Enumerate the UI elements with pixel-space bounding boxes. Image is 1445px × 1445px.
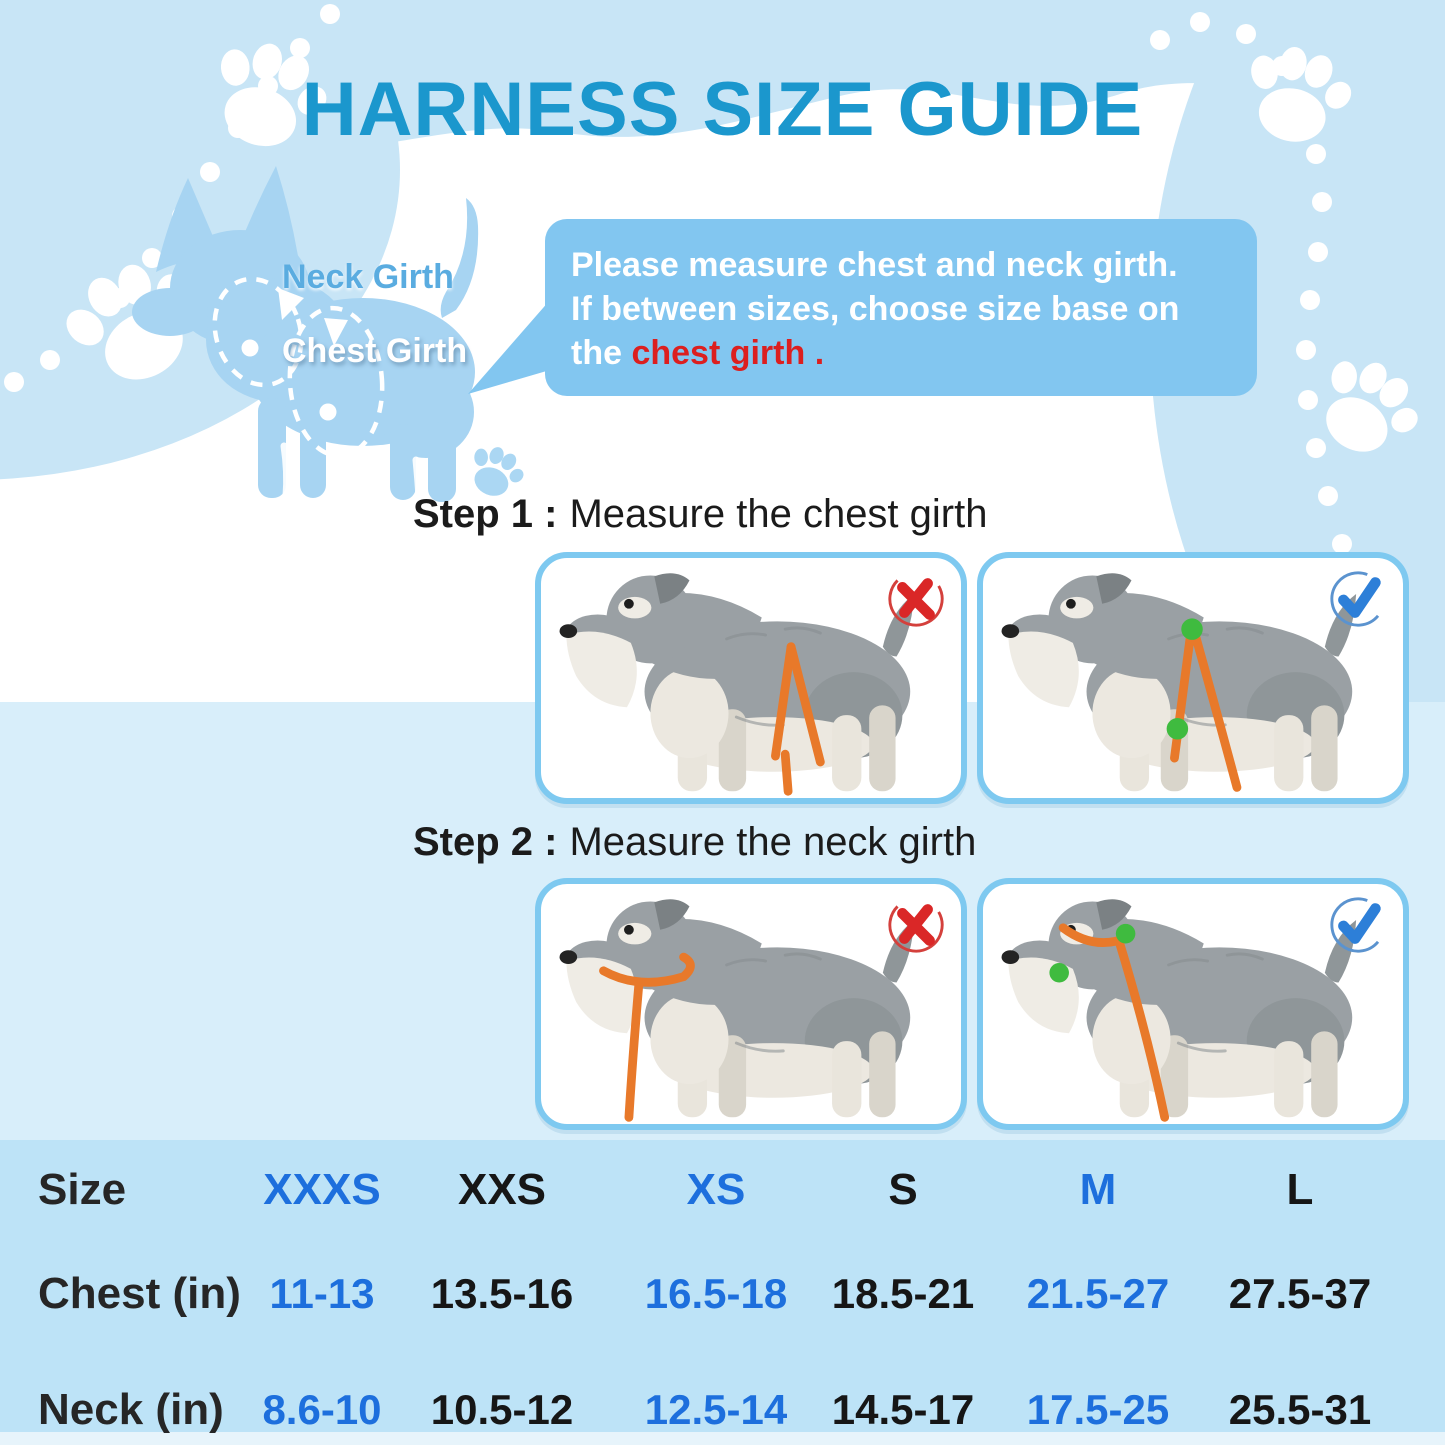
red-x-icon <box>885 568 947 630</box>
neck-value-cell: 12.5-14 <box>644 1386 788 1433</box>
measuring-tape <box>771 642 825 796</box>
size-table-background <box>0 1140 1445 1432</box>
neck-value-cell: 17.5-25 <box>1026 1386 1170 1433</box>
chest-value-cell: 11-13 <box>269 1270 375 1317</box>
size-col-header: XXXS <box>263 1165 381 1214</box>
blue-check-icon <box>1327 894 1389 956</box>
step-2-label-bold: Step 2 : <box>413 820 558 864</box>
chest-value-cell: 27.5-37 <box>1228 1270 1372 1317</box>
step-2-correct-photo-panel <box>977 878 1409 1130</box>
measure-point-dots <box>1166 618 1203 740</box>
speech-bubble: Please measure chest and neck girth. If … <box>545 219 1257 396</box>
step-1-heading: Step 1 : Measure the chest girth <box>413 492 987 537</box>
speech-bubble-tail <box>468 300 550 394</box>
chest-girth-label: Chest Girth <box>282 332 468 370</box>
step-1-label-text: Measure the chest girth <box>569 492 988 536</box>
size-col-header: L <box>1286 1165 1314 1214</box>
bubble-line-3: the chest girth . <box>571 331 1231 375</box>
chest-row-label: Chest (in) <box>38 1269 241 1318</box>
bubble-line-3-prefix: the <box>571 334 632 372</box>
neck-value-cell: 10.5-12 <box>430 1386 574 1433</box>
chest-value-cell: 13.5-16 <box>430 1270 574 1317</box>
neck-value-cell: 14.5-17 <box>831 1386 975 1433</box>
size-col-header: XS <box>686 1165 746 1214</box>
measuring-tape <box>599 952 695 1122</box>
dog-photo-neck-wrong <box>541 884 961 1122</box>
size-col-header: XXS <box>457 1165 547 1214</box>
neck-value-cell: 25.5-31 <box>1228 1386 1372 1433</box>
size-table-corner-label: Size <box>38 1165 127 1214</box>
step-1-correct-photo-panel <box>977 552 1409 804</box>
bottom-strip <box>0 1432 1445 1445</box>
dog-silhouette-illustration <box>132 166 479 502</box>
red-x-icon <box>885 894 947 956</box>
neck-girth-label: Neck Girth <box>282 258 454 296</box>
measure-point-dots <box>1049 923 1136 983</box>
bubble-line-1: Please measure chest and neck girth. <box>571 246 1178 284</box>
step-1-label-bold: Step 1 : <box>413 492 558 536</box>
dog-photo-chest-correct <box>983 558 1403 798</box>
chest-value-cell: 21.5-27 <box>1026 1270 1170 1317</box>
size-col-header: M <box>1079 1165 1117 1214</box>
page-title: HARNESS SIZE GUIDE <box>301 67 1144 152</box>
neck-value-cell: 8.6-10 <box>262 1386 382 1433</box>
step-2-wrong-photo-panel <box>535 878 967 1130</box>
measuring-girth-dashed-ellipses <box>212 276 385 459</box>
step-2-label-text: Measure the neck girth <box>569 820 977 864</box>
step-2-heading: Step 2 : Measure the neck girth <box>413 820 976 865</box>
bubble-line-2: If between sizes, choose size base on <box>571 290 1180 328</box>
dog-photo-chest-wrong <box>541 558 961 796</box>
chest-value-cell: 18.5-21 <box>831 1270 975 1317</box>
size-col-header: S <box>888 1165 918 1214</box>
chest-girth-highlight: chest girth . <box>631 334 825 372</box>
chest-value-cell: 16.5-18 <box>644 1270 788 1317</box>
step-1-wrong-photo-panel <box>535 552 967 804</box>
neck-row-label: Neck (in) <box>38 1385 224 1434</box>
dog-photo-neck-correct <box>983 884 1403 1122</box>
blue-check-icon <box>1327 568 1389 630</box>
